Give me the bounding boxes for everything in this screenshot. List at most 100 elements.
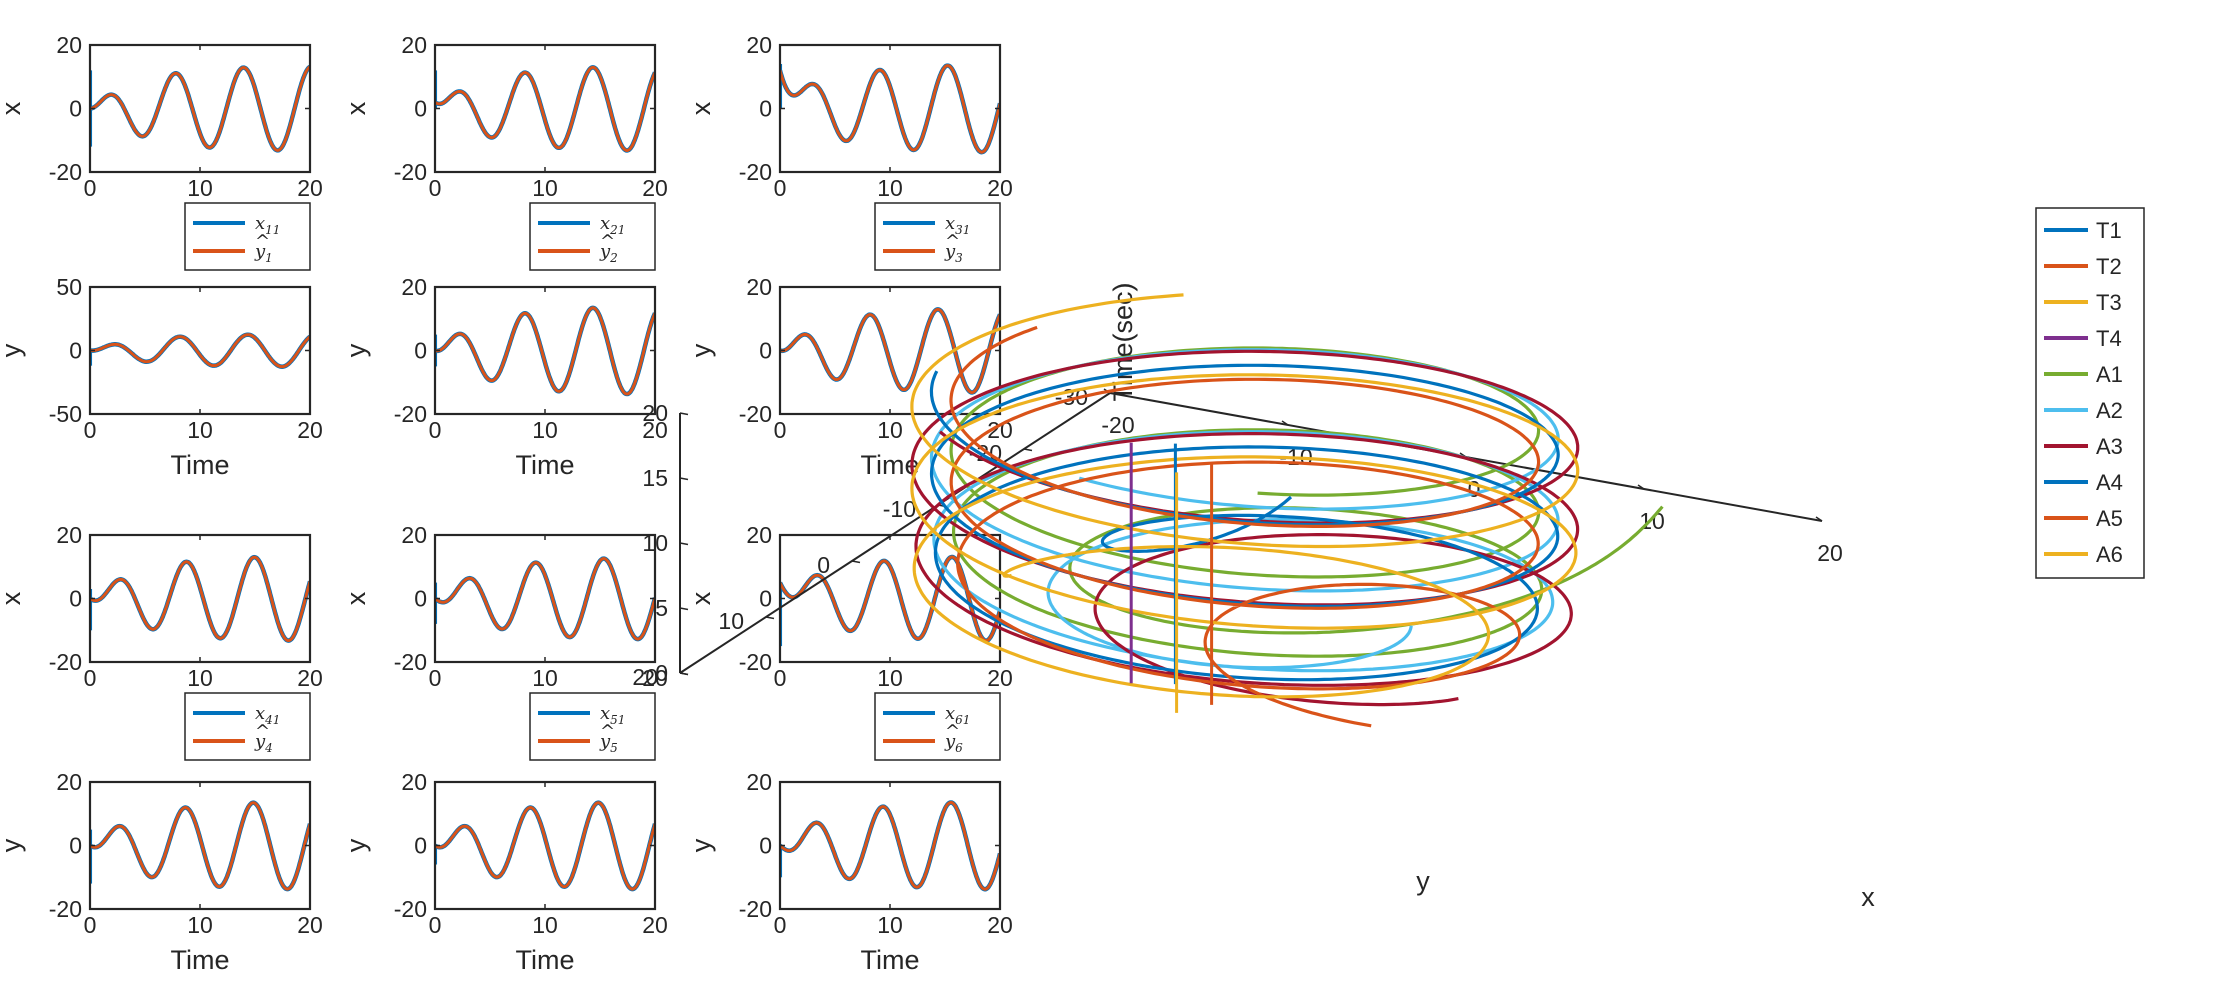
legend-symbol: x [255, 213, 265, 234]
legend: x61 y6^ [874, 692, 1001, 761]
x-tick-label: 10 [187, 912, 213, 938]
legend-symbol: y [944, 731, 956, 752]
x-tick-label: 10 [877, 417, 903, 443]
x-tick-label: 10 [532, 175, 558, 201]
x-axis-label: x [1861, 882, 1875, 912]
x-tick-label: 10 [532, 665, 558, 691]
legend-symbol: x [255, 703, 265, 724]
legend-subscript: 6 [955, 741, 963, 755]
legend-entry: y2 [599, 241, 618, 265]
series-1-line [435, 305, 655, 397]
y-tick-label: -50 [49, 401, 82, 427]
series-2-line [780, 800, 1000, 891]
series-2-line [435, 557, 655, 641]
x-tick-label: 0 [429, 417, 442, 443]
z-tick-label: 5 [655, 595, 668, 621]
y-axis-line [679, 392, 1111, 674]
legend-symbol: x [945, 213, 955, 234]
legend-label-a1: A1 [2096, 362, 2123, 387]
legend-entry: y4 [254, 731, 273, 755]
y-tick-label: -20 [49, 896, 82, 922]
x-tick-label: 20 [297, 175, 323, 201]
y-axis-label: x [0, 101, 26, 115]
y-axis-label: x [341, 591, 371, 605]
x-tick-label: 0 [429, 912, 442, 938]
z-tick-mark [679, 542, 689, 546]
y-tick-mark [1109, 392, 1119, 396]
x-tick-label: 20 [297, 417, 323, 443]
y-tick-label: 0 [69, 586, 82, 612]
y-tick-label: 50 [56, 274, 82, 300]
legend-box [2035, 207, 2145, 579]
axes-box [433, 285, 657, 416]
y-axis-label: y [341, 343, 371, 357]
x-tick-label: 0 [774, 912, 787, 938]
legend-symbol: x [600, 213, 610, 234]
y-axis-label: y [686, 343, 716, 357]
x-tick-label: 10 [532, 912, 558, 938]
y-axis-label: y [686, 838, 716, 852]
y-axis-label: x [341, 101, 371, 115]
x-tick-label: 0 [774, 175, 787, 201]
y-tick-label: -10 [883, 496, 916, 522]
legend-symbol: y [599, 241, 611, 262]
x-tick-label: -20 [1101, 412, 1134, 438]
legend-subscript: 2 [609, 251, 618, 265]
legend-label-a3: A3 [2096, 434, 2123, 459]
x-tick-label: 20 [642, 665, 668, 691]
trajectory-a5 [949, 325, 1541, 728]
legend-label-t4: T4 [2096, 326, 2122, 351]
x-tick-label: 10 [187, 665, 213, 691]
z-tick-mark [679, 477, 689, 481]
legend: x11 y1^ [184, 202, 311, 271]
x-tick-mark [1815, 516, 1823, 522]
y-tick-label: 20 [746, 274, 772, 300]
legend-box [184, 202, 311, 271]
legend-subscript: 11 [265, 223, 280, 237]
x-tick-label: 0 [84, 912, 97, 938]
y-tick-label: -20 [49, 649, 82, 675]
legend-box [529, 692, 656, 761]
x-tick-mark [1281, 420, 1289, 426]
x-tick-label: 20 [297, 912, 323, 938]
z-tick-label: 20 [642, 400, 668, 426]
legend-entry: y6 [944, 731, 963, 755]
x-axis-label: Time [861, 450, 920, 480]
x-tick-label: 20 [642, 417, 668, 443]
axes-box [778, 43, 1002, 174]
y-tick-label: 0 [414, 96, 427, 122]
y-axis-label: y [0, 343, 26, 357]
y-tick-label: 0 [414, 586, 427, 612]
legend-entry: y1 [254, 241, 273, 265]
y-tick-label: 0 [69, 833, 82, 859]
y-tick-label: 20 [632, 664, 658, 690]
series-2-line [435, 306, 655, 396]
x-tick-label: 20 [987, 175, 1013, 201]
y-tick-label: 0 [759, 833, 772, 859]
axes-box [88, 285, 312, 416]
legend-entry: x61 [945, 703, 970, 727]
y-tick-label: -20 [739, 896, 772, 922]
x-tick-label: 10 [877, 665, 903, 691]
y-tick-label: 0 [759, 586, 772, 612]
y-tick-label: -20 [739, 401, 772, 427]
trajectory-a3 [910, 349, 1580, 707]
z-tick-label: 10 [642, 530, 668, 556]
y-tick-label: 20 [56, 769, 82, 795]
legend-entry: x41 [255, 703, 280, 727]
legend-subscript: 51 [610, 713, 625, 727]
x-axis-label: Time [171, 945, 230, 975]
axes-box [433, 43, 657, 174]
y-tick-label: 20 [56, 32, 82, 58]
x-tick-mark [1637, 484, 1645, 490]
y-tick-label: 0 [759, 338, 772, 364]
legend-hat: ^ [255, 721, 270, 742]
y-tick-label: -20 [394, 159, 427, 185]
series-2-line [435, 801, 655, 891]
